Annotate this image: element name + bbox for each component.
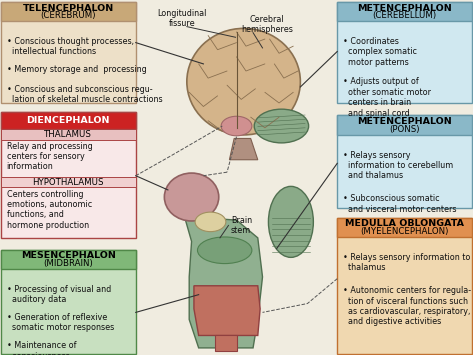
- Polygon shape: [215, 335, 236, 351]
- Text: METENCEPHALON: METENCEPHALON: [357, 4, 452, 12]
- Text: METENCEPHALON: METENCEPHALON: [357, 117, 452, 126]
- Text: • Conscious thought processes,
  intellectual functions: • Conscious thought processes, intellect…: [7, 37, 133, 56]
- Text: • Conscious and subconscious regu-
  lation of skeletal muscle contractions: • Conscious and subconscious regu- latio…: [7, 85, 162, 104]
- FancyBboxPatch shape: [1, 112, 136, 129]
- Text: Relay and processing
centers for sensory
information: Relay and processing centers for sensory…: [7, 142, 92, 171]
- FancyBboxPatch shape: [1, 2, 136, 21]
- Text: (PONS): (PONS): [389, 125, 420, 134]
- Ellipse shape: [268, 186, 314, 257]
- Ellipse shape: [254, 109, 308, 143]
- Text: • Relays sensory
  information to cerebellum
  and thalamus: • Relays sensory information to cerebell…: [343, 151, 453, 180]
- FancyBboxPatch shape: [337, 218, 472, 237]
- Text: • Relays sensory information to
  thalamus: • Relays sensory information to thalamus: [343, 253, 470, 272]
- Ellipse shape: [195, 212, 226, 231]
- FancyBboxPatch shape: [337, 218, 472, 354]
- Text: • Processing of visual and
  auditory data: • Processing of visual and auditory data: [7, 285, 111, 304]
- Ellipse shape: [198, 237, 252, 263]
- FancyBboxPatch shape: [1, 250, 136, 269]
- Ellipse shape: [165, 173, 219, 221]
- FancyBboxPatch shape: [1, 2, 136, 103]
- Text: (MIDBRAIN): (MIDBRAIN): [44, 259, 93, 268]
- Text: • Memory storage and  processing: • Memory storage and processing: [7, 65, 146, 74]
- Text: • Generation of reflexive
  somatic motor responses: • Generation of reflexive somatic motor …: [7, 313, 114, 332]
- Text: (CEREBELLUM): (CEREBELLUM): [373, 11, 437, 20]
- Text: MEDULLA OBLONGATA: MEDULLA OBLONGATA: [345, 219, 464, 228]
- Text: Brain
stem: Brain stem: [231, 216, 252, 235]
- Text: (MYELENCEPHALON): (MYELENCEPHALON): [360, 227, 449, 236]
- FancyBboxPatch shape: [1, 250, 136, 354]
- Text: • Maintenance of
  consciousness: • Maintenance of consciousness: [7, 342, 76, 355]
- FancyBboxPatch shape: [337, 115, 472, 208]
- Text: DIENCEPHALON: DIENCEPHALON: [26, 116, 110, 125]
- Polygon shape: [229, 138, 258, 160]
- FancyBboxPatch shape: [337, 2, 472, 103]
- Text: • Subconscious somatic
  and visceral motor centers: • Subconscious somatic and visceral moto…: [343, 195, 456, 214]
- Ellipse shape: [187, 28, 300, 135]
- Polygon shape: [184, 217, 263, 348]
- Text: TELENCEPHALON: TELENCEPHALON: [23, 4, 114, 12]
- FancyBboxPatch shape: [1, 112, 136, 238]
- FancyBboxPatch shape: [1, 177, 136, 187]
- Text: HYPOTHALAMUS: HYPOTHALAMUS: [33, 178, 104, 187]
- Text: Longitudinal
fissure: Longitudinal fissure: [158, 9, 207, 28]
- Text: THALAMUS: THALAMUS: [44, 130, 92, 139]
- Text: • Coordinates
  complex somatic
  motor patterns: • Coordinates complex somatic motor patt…: [343, 37, 417, 67]
- Polygon shape: [194, 286, 260, 335]
- FancyBboxPatch shape: [1, 129, 136, 140]
- Text: • Autonomic centers for regula-
  tion of visceral functions such
  as cardiovas: • Autonomic centers for regula- tion of …: [343, 286, 471, 326]
- Ellipse shape: [221, 116, 252, 136]
- FancyBboxPatch shape: [337, 115, 472, 135]
- Text: (CEREBRUM): (CEREBRUM): [41, 11, 96, 20]
- Text: Cerebral
hemispheres: Cerebral hemispheres: [241, 15, 293, 34]
- Text: MESENCEPHALON: MESENCEPHALON: [21, 251, 116, 260]
- FancyBboxPatch shape: [337, 2, 472, 21]
- Text: • Adjusts output of
  other somatic motor
  centers in brain
  and spinal cord: • Adjusts output of other somatic motor …: [343, 77, 431, 118]
- Text: Centers controlling
emotions, autonomic
functions, and
hormone production: Centers controlling emotions, autonomic …: [7, 190, 92, 230]
